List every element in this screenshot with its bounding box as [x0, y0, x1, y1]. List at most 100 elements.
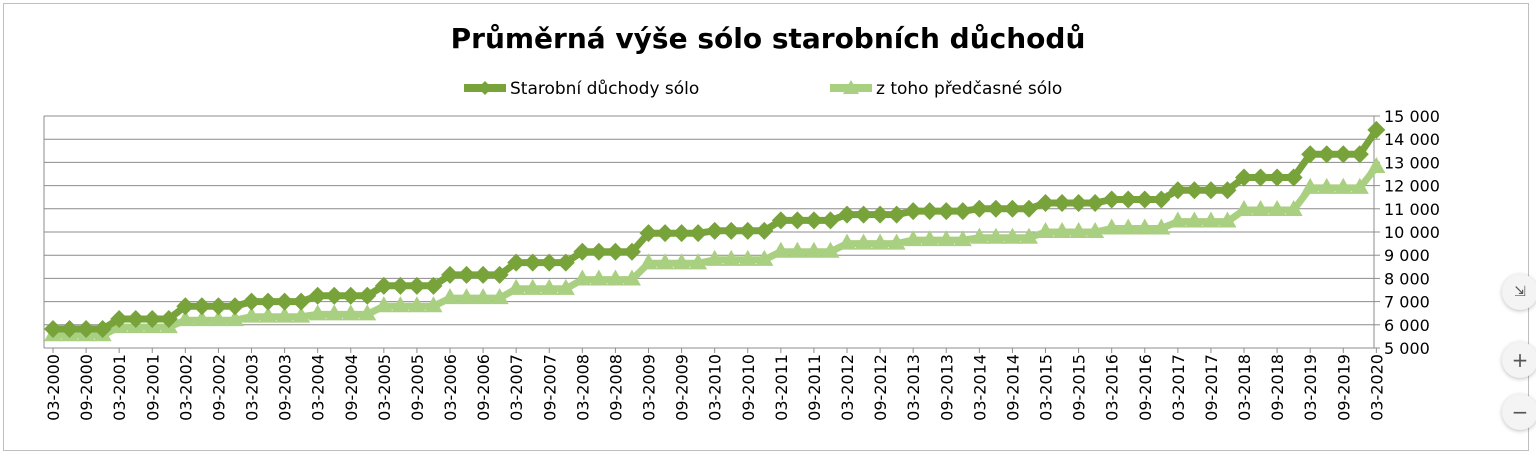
data-point — [523, 253, 542, 272]
data-point — [656, 224, 675, 243]
data-point — [771, 211, 790, 230]
x-tick-label: 09-2017 — [1202, 354, 1221, 421]
y-tick-label: 12 000 — [1384, 177, 1440, 196]
collapse-icon: ⇲ — [1514, 284, 1526, 300]
data-point — [1168, 211, 1187, 228]
data-point — [325, 286, 344, 305]
data-point — [490, 265, 509, 284]
x-tick-label: 09-2010 — [739, 354, 758, 421]
data-point — [1334, 177, 1353, 194]
data-point — [1350, 177, 1369, 194]
data-point — [1135, 190, 1154, 209]
y-tick-label: 9 000 — [1384, 246, 1430, 265]
x-tick-label: 03-2009 — [640, 354, 659, 421]
data-point — [1251, 168, 1270, 187]
data-point — [937, 202, 956, 221]
x-tick-label: 09-2018 — [1268, 354, 1287, 421]
x-tick-label: 03-2002 — [176, 354, 195, 421]
data-point — [176, 310, 195, 327]
data-point — [788, 241, 807, 258]
data-point — [292, 292, 311, 311]
data-point — [259, 292, 278, 311]
data-point — [308, 304, 327, 321]
zoom-out-button[interactable]: − — [1502, 394, 1536, 430]
data-point — [1086, 194, 1105, 212]
data-point — [937, 230, 956, 247]
data-point — [689, 224, 708, 243]
chart-title: Průměrná výše sólo starobních důchodů — [451, 22, 1086, 55]
data-point — [1367, 120, 1386, 139]
data-point — [1119, 190, 1138, 209]
data-point — [1350, 145, 1369, 164]
x-tick-label: 03-2008 — [573, 354, 592, 421]
data-point — [953, 230, 972, 247]
data-point — [573, 269, 592, 286]
data-point — [1086, 222, 1105, 238]
x-tick-label: 09-2015 — [1070, 354, 1089, 421]
y-tick-label: 10 000 — [1384, 223, 1440, 242]
data-point — [474, 265, 493, 284]
data-point — [176, 297, 195, 316]
x-tick-label: 03-2005 — [375, 354, 394, 421]
data-point — [904, 230, 923, 247]
data-point — [804, 211, 823, 230]
data-point — [1019, 227, 1038, 244]
y-tick-label: 11 000 — [1384, 200, 1440, 219]
data-point — [424, 276, 443, 295]
data-point — [622, 269, 641, 286]
data-point — [589, 242, 608, 261]
data-point — [838, 233, 857, 250]
y-tick-label: 7 000 — [1384, 293, 1430, 312]
data-point — [986, 227, 1005, 244]
data-point — [1218, 181, 1237, 200]
x-tick-label: 09-2019 — [1334, 354, 1353, 421]
x-tick-label: 09-2005 — [408, 354, 427, 421]
data-point — [672, 253, 691, 270]
data-point — [407, 296, 426, 313]
data-point — [391, 296, 410, 313]
data-point — [308, 286, 327, 305]
x-tick-label: 03-2013 — [904, 354, 923, 421]
data-point — [126, 310, 145, 328]
x-tick-label: 03-2014 — [970, 354, 989, 421]
data-point — [441, 265, 460, 284]
x-tick-label: 03-2019 — [1301, 354, 1320, 421]
data-point — [705, 249, 724, 266]
legend-label-1: z toho předčasné sólo — [876, 79, 1062, 99]
x-tick-label: 03-2006 — [441, 354, 460, 421]
data-point — [755, 221, 774, 240]
data-point — [441, 288, 460, 305]
legend-entry-0: Starobní důchody sólo — [464, 79, 699, 99]
data-point — [556, 253, 575, 272]
data-point — [606, 269, 625, 286]
data-point — [93, 319, 112, 338]
collapse-button[interactable]: ⇲ — [1502, 274, 1536, 310]
x-tick-label: 03-2007 — [507, 354, 526, 421]
data-point — [1003, 199, 1022, 218]
data-point — [1152, 218, 1171, 235]
data-point — [374, 296, 393, 313]
x-tick-label: 09-2002 — [209, 354, 228, 421]
data-point — [1036, 222, 1055, 238]
x-tick-label: 09-2000 — [77, 354, 96, 421]
data-point — [259, 306, 278, 323]
data-point — [722, 249, 741, 266]
data-point — [44, 319, 62, 338]
data-point — [970, 199, 989, 218]
series-group — [44, 120, 1386, 342]
data-point — [523, 278, 542, 295]
data-point — [622, 242, 641, 261]
data-point — [871, 205, 890, 224]
data-point — [705, 221, 724, 240]
data-point — [788, 211, 807, 230]
data-point — [804, 241, 823, 258]
data-point — [374, 276, 393, 295]
data-point — [358, 286, 377, 305]
data-point — [771, 241, 790, 258]
data-point — [1284, 168, 1303, 187]
data-point — [556, 278, 575, 295]
data-point — [838, 205, 857, 224]
x-tick-label: 09-2008 — [606, 354, 625, 421]
zoom-in-button[interactable]: + — [1502, 342, 1536, 378]
data-point — [1053, 194, 1072, 212]
